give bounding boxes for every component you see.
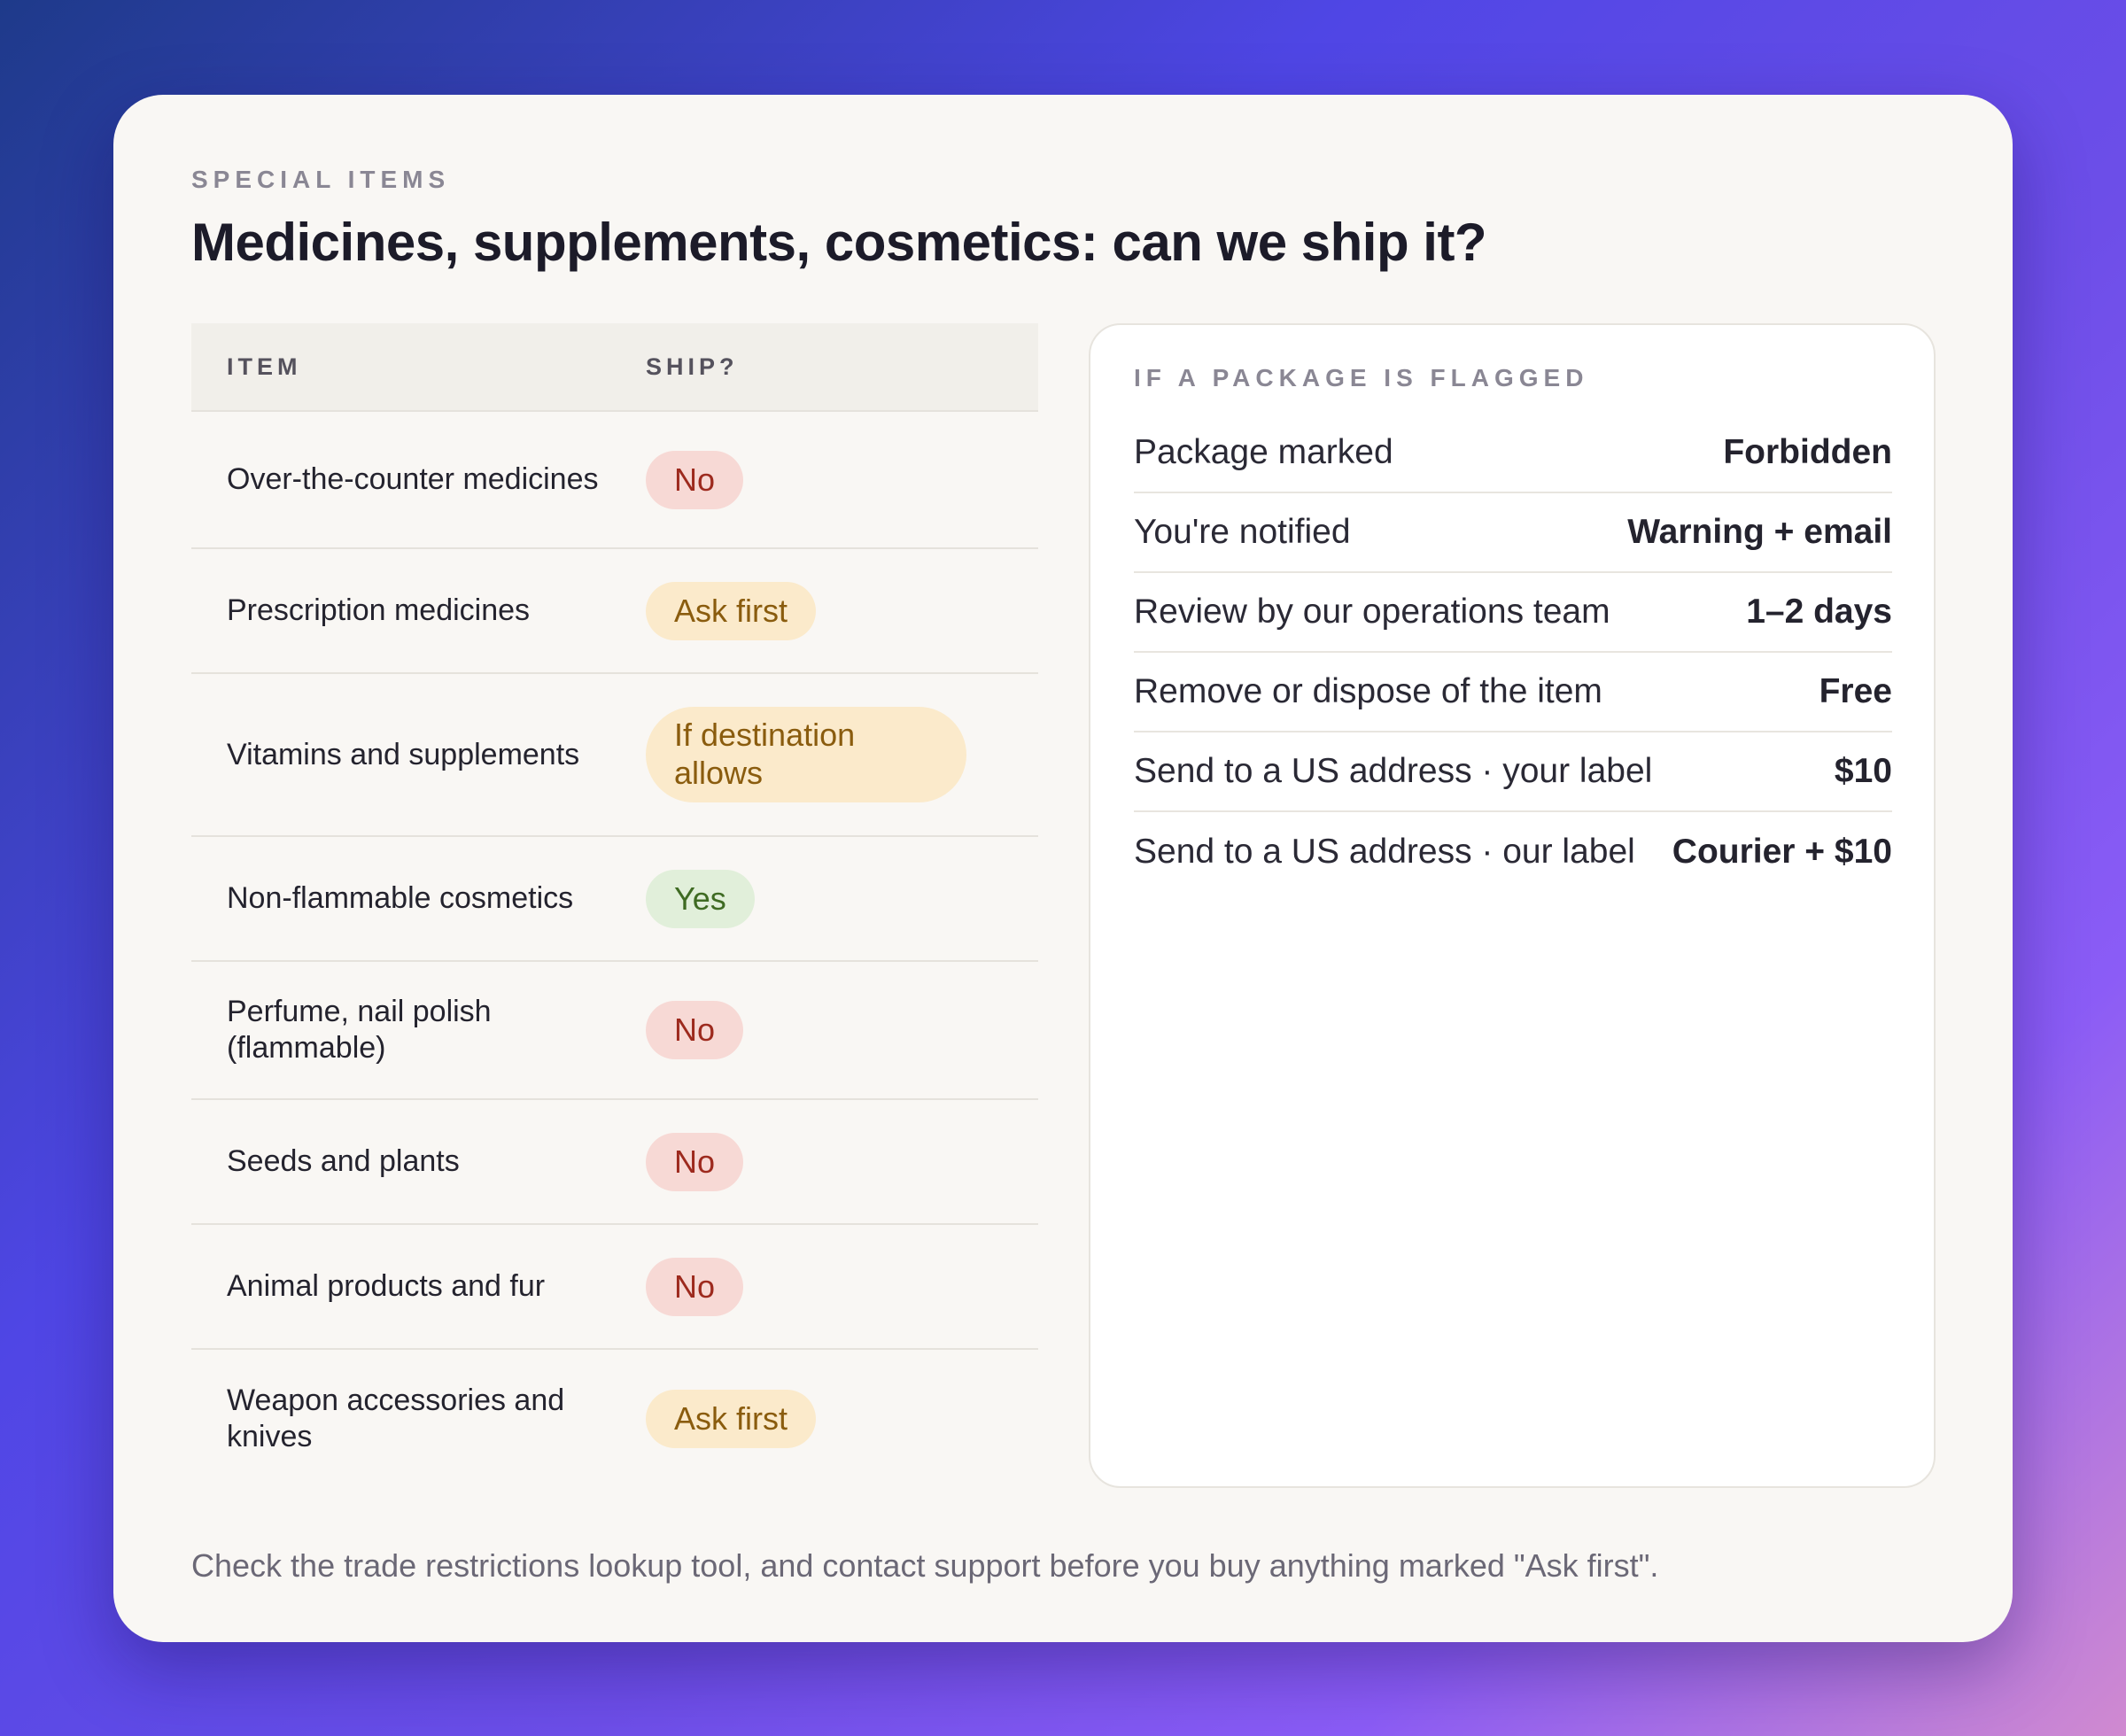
step-label: You're notified [1134,513,1351,551]
table-row: Weapon accessories and knives Ask first [191,1350,1038,1487]
flagged-steps-list: Package marked Forbidden You're notified… [1134,414,1892,892]
step-label: Review by our operations team [1134,593,1610,631]
status-badge: No [646,1001,744,1059]
panel-heading: IF A PACKAGE IS FLAGGED [1134,364,1589,391]
step-label: Package marked [1134,433,1393,471]
section-eyebrow: SPECIAL ITEMS [191,166,451,193]
list-item: Send to a US address · your label $10 [1134,732,1892,812]
list-item: Review by our operations team 1–2 days [1134,573,1892,653]
status-badge: Ask first [646,581,817,640]
step-label: Send to a US address · your label [1134,752,1653,790]
special-items-card: SPECIAL ITEMS Medicines, supplements, co… [113,95,2013,1642]
shipping-table: ITEM SHIP? Over-the-counter medicines No… [191,323,1038,1487]
item-name: Prescription medicines [227,593,531,627]
table-row: Vitamins and supplements If destination … [191,674,1038,837]
status-badge: No [646,1257,744,1316]
status-badge: If destination allows [646,707,966,802]
table-row: Prescription medicines Ask first [191,549,1038,674]
table-row: Seeds and plants No [191,1100,1038,1225]
list-item: Remove or dispose of the item Free [1134,653,1892,732]
list-item: Send to a US address · our label Courier… [1134,812,1892,892]
table-row: Over-the-counter medicines No [191,412,1038,549]
list-item: Package marked Forbidden [1134,414,1892,493]
status-badge: No [646,1132,744,1191]
page-title: Medicines, supplements, cosmetics: can w… [191,213,1487,272]
step-value: $10 [1834,752,1892,790]
item-name: Non-flammable cosmetics [227,881,574,915]
footnote: Check the trade restrictions lookup tool… [191,1547,1659,1584]
table-header: ITEM SHIP? [191,323,1038,412]
table-row: Animal products and fur No [191,1225,1038,1350]
item-name: Animal products and fur [227,1269,546,1303]
status-badge: Ask first [646,1389,817,1448]
column-header-ship: SHIP? [646,353,739,380]
table-row: Non-flammable cosmetics Yes [191,837,1038,962]
step-label: Send to a US address · our label [1134,833,1635,871]
step-value: Courier + $10 [1672,833,1892,871]
step-label: Remove or dispose of the item [1134,672,1602,710]
item-name: Over-the-counter medicines [227,462,599,496]
item-name: Weapon accessories and knives [227,1383,565,1453]
step-value: 1–2 days [1746,593,1892,631]
table-row: Perfume, nail polish (flammable) No [191,962,1038,1100]
list-item: You're notified Warning + email [1134,493,1892,573]
step-value: Free [1819,672,1892,710]
status-badge: No [646,450,744,509]
item-name: Vitamins and supplements [227,737,580,771]
flagged-package-panel: IF A PACKAGE IS FLAGGED Package marked F… [1089,323,1936,1488]
item-name: Seeds and plants [227,1144,460,1178]
step-value: Warning + email [1627,513,1892,551]
column-header-item: ITEM [227,353,302,380]
step-value: Forbidden [1723,433,1892,471]
status-badge: Yes [646,869,755,928]
item-name: Perfume, nail polish (flammable) [227,995,492,1065]
